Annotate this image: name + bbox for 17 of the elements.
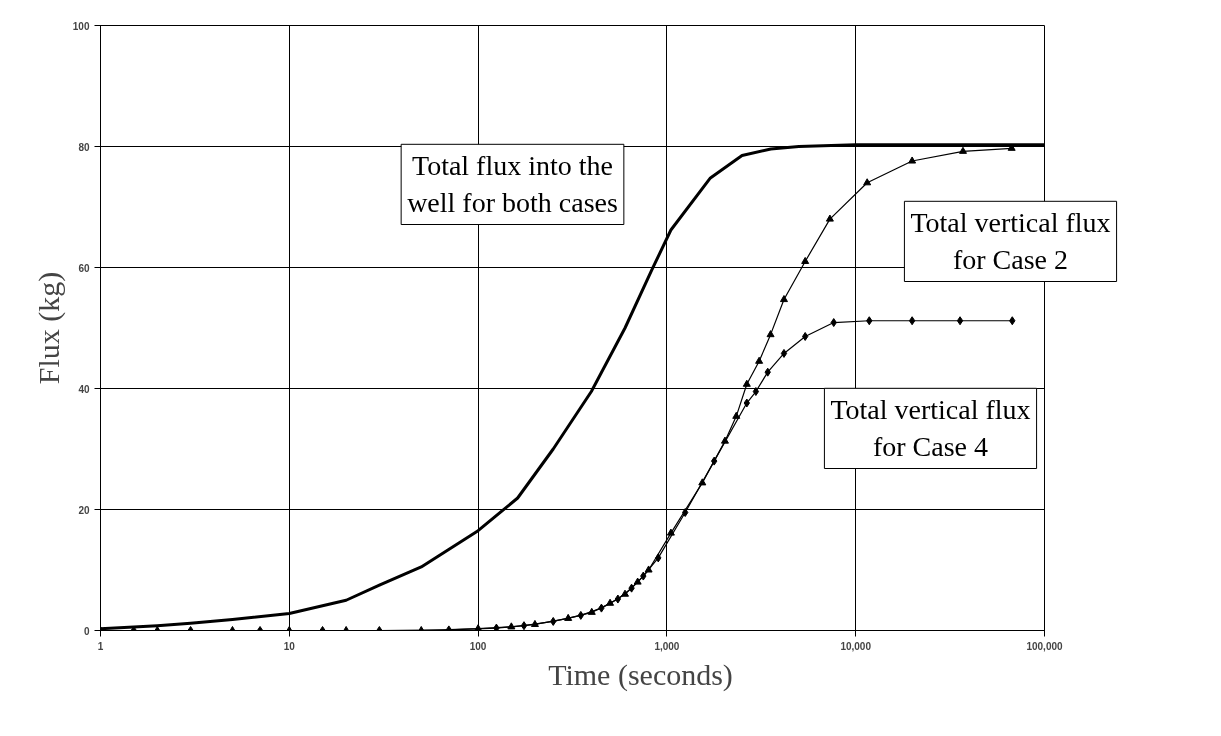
series-label: Total flux into the well for both cases — [407, 150, 618, 219]
y-axis-title: Flux (kg) — [31, 271, 66, 385]
x-tick-label: 1 — [97, 640, 104, 652]
text: Total vertical flux for Case 4 — [830, 394, 1031, 463]
y-tick-label: 0 — [83, 625, 90, 637]
y-tick-label: 100 — [72, 20, 90, 32]
series-label: Total vertical flux for Case 2 — [910, 207, 1111, 276]
x-tick-label: 10,000 — [840, 640, 872, 652]
x-axis-title: Time (seconds) — [548, 657, 733, 692]
x-tick-label: 10 — [283, 640, 296, 652]
y-tick-label: 40 — [78, 383, 90, 395]
x-tick-label: 1,000 — [654, 640, 680, 652]
x-tick-label: 100 — [469, 640, 487, 652]
y-tick-label: 80 — [78, 141, 90, 153]
y-tick-label: 60 — [78, 262, 90, 274]
x-tick-label: 100,000 — [1026, 640, 1064, 652]
y-tick-label: 20 — [78, 504, 90, 516]
